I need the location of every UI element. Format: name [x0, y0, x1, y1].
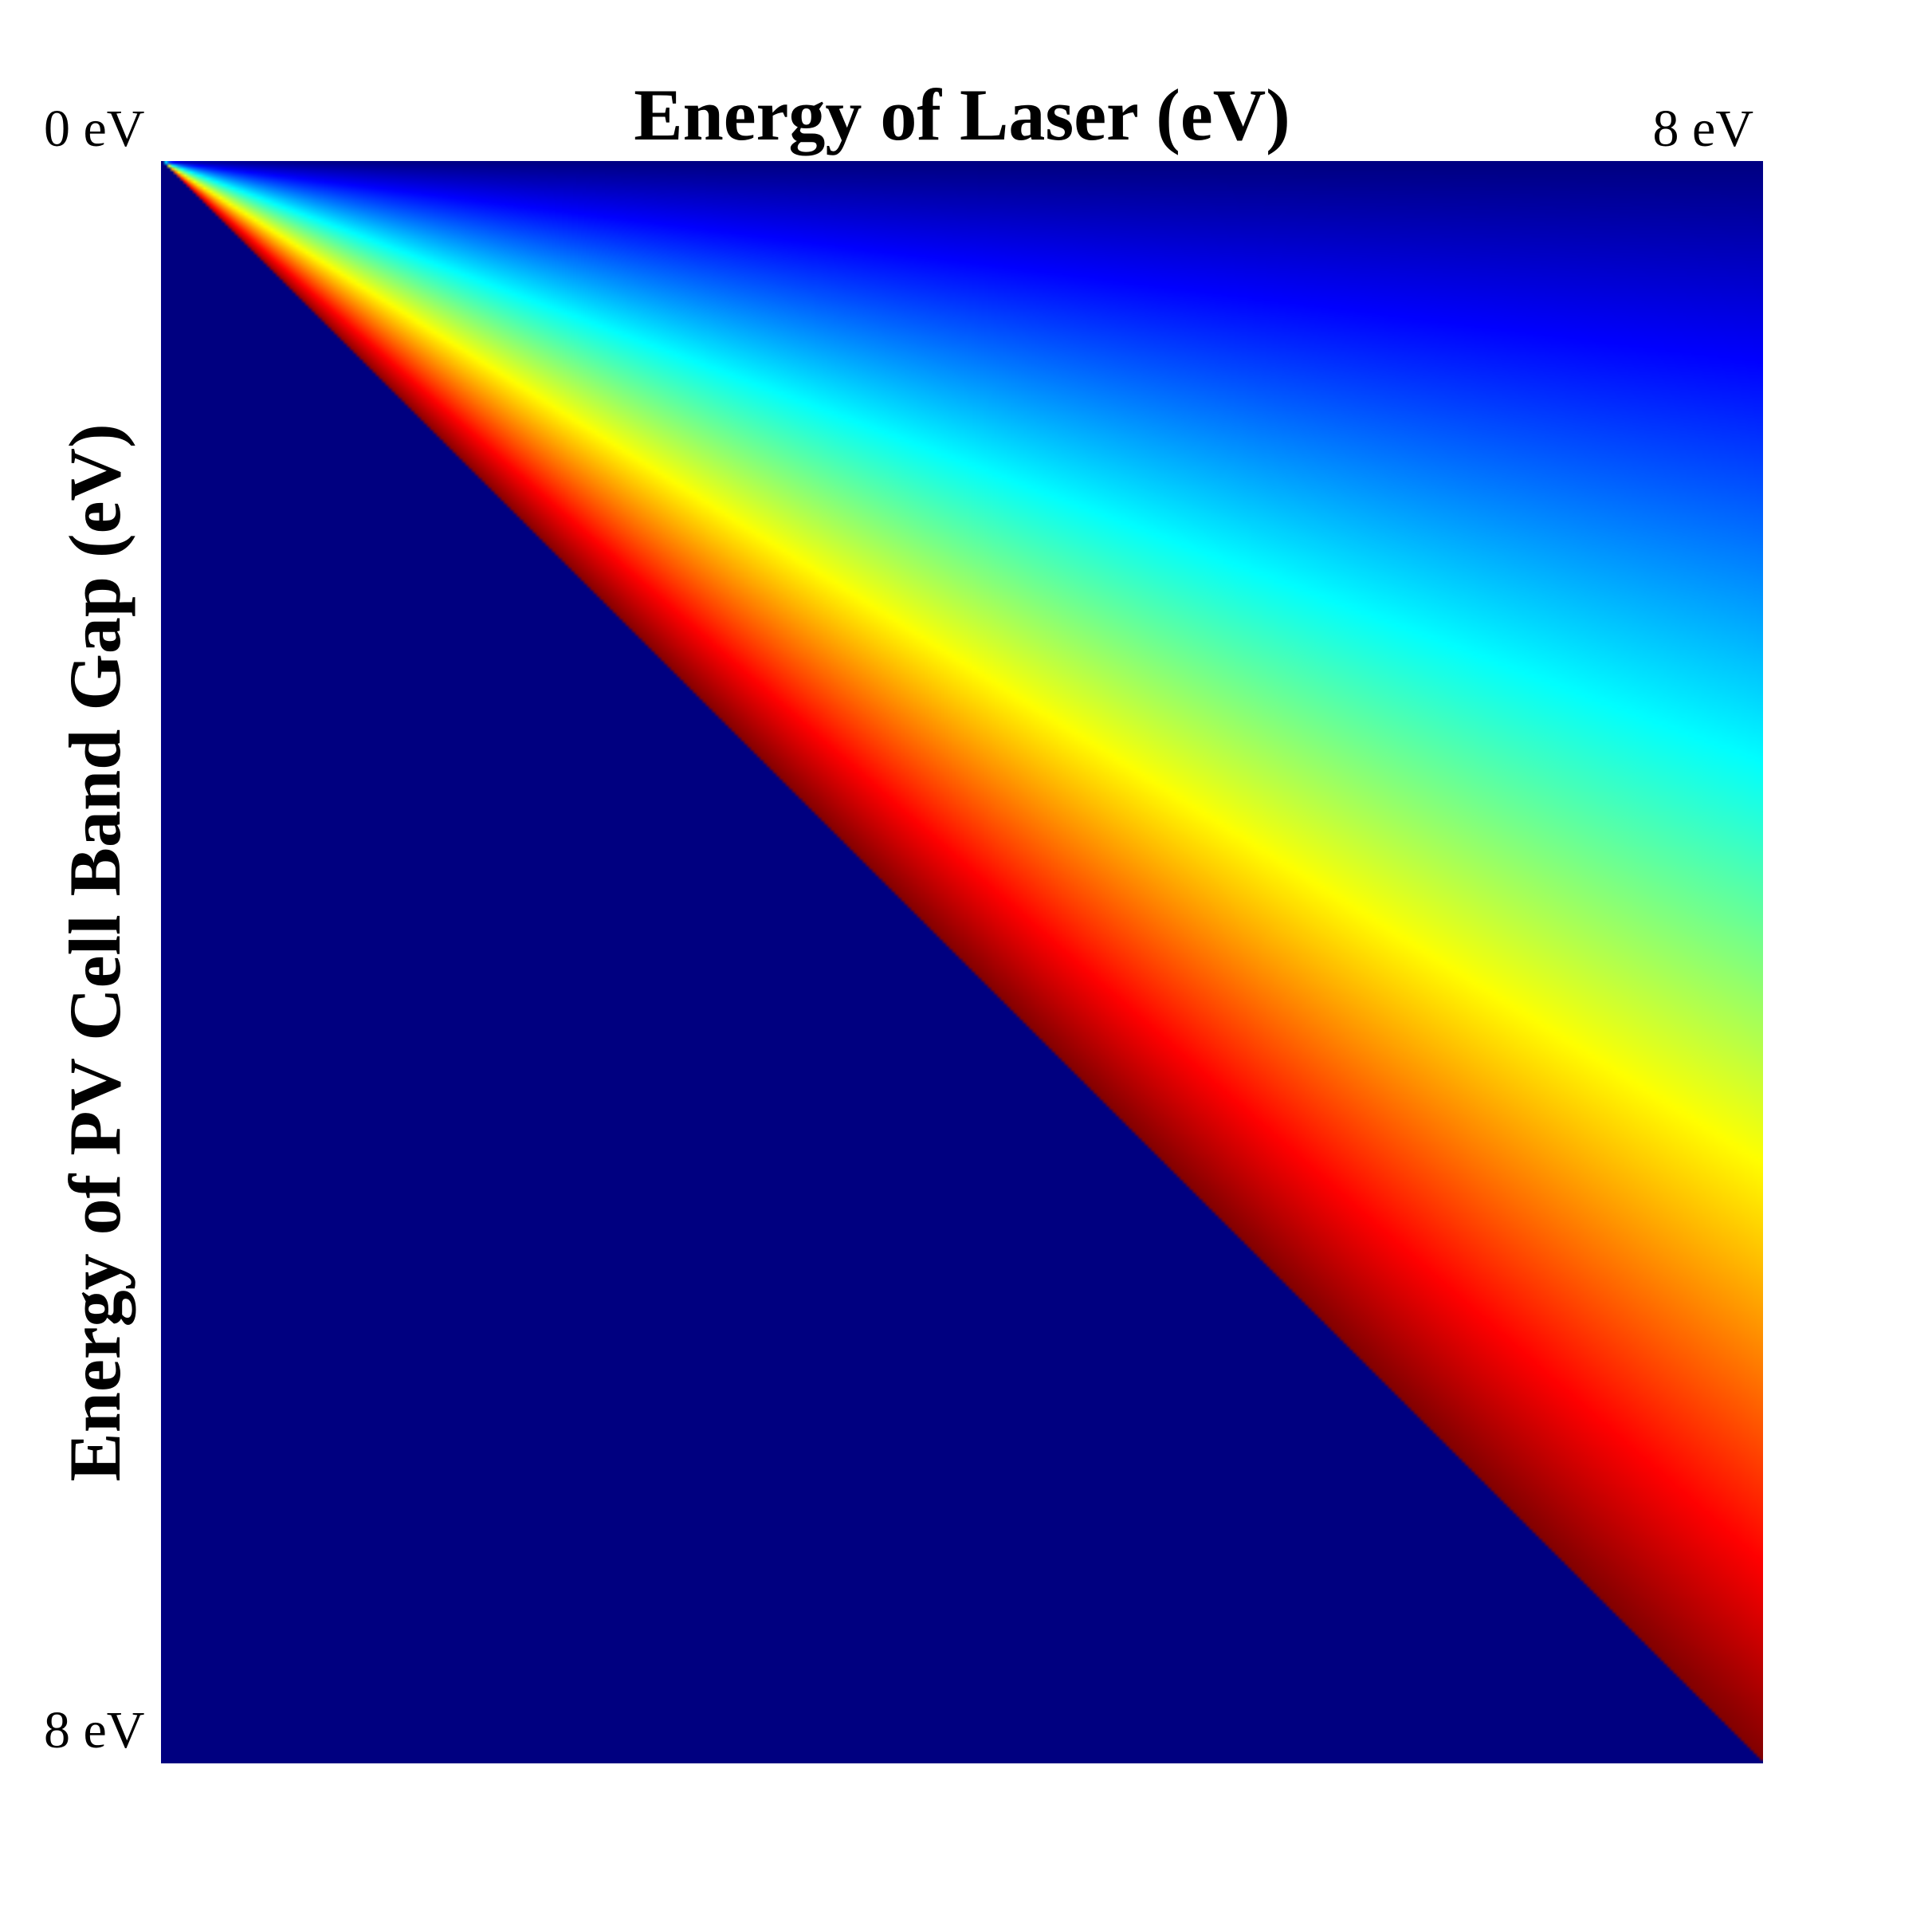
chart-title: Energy of Laser (eV) [634, 74, 1290, 155]
y-axis-label: Energy of PV Cell Band Gap (eV) [54, 423, 135, 1481]
x-tick-label-start: 0 eV [44, 100, 144, 158]
x-tick-label-end: 8 eV [1653, 100, 1753, 158]
y-tick-label-end: 8 eV [44, 1701, 144, 1759]
heatmap-surface [161, 161, 1763, 1763]
